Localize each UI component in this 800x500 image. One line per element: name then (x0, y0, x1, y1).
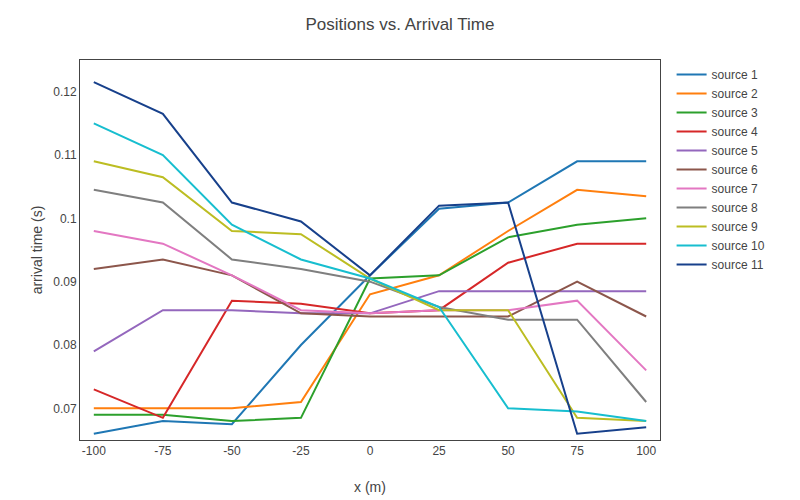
svg-text:-100: -100 (82, 444, 106, 458)
svg-text:source 6: source 6 (712, 163, 758, 177)
svg-text:source 2: source 2 (712, 87, 758, 101)
svg-text:0.08: 0.08 (53, 338, 77, 352)
svg-text:source 5: source 5 (712, 144, 758, 158)
svg-text:0.12: 0.12 (53, 85, 77, 99)
svg-text:source 7: source 7 (712, 182, 758, 196)
svg-text:source 4: source 4 (712, 125, 758, 139)
svg-text:0.07: 0.07 (53, 402, 77, 416)
svg-text:source 10: source 10 (712, 239, 765, 253)
svg-text:x (m): x (m) (354, 479, 386, 495)
svg-text:source 8: source 8 (712, 201, 758, 215)
svg-text:source 3: source 3 (712, 106, 758, 120)
svg-text:Positions vs. Arrival Time: Positions vs. Arrival Time (306, 15, 495, 34)
svg-text:50: 50 (501, 444, 515, 458)
svg-text:0.11: 0.11 (54, 148, 77, 162)
svg-text:source 11: source 11 (712, 258, 764, 272)
svg-text:-50: -50 (223, 444, 241, 458)
svg-text:0.1: 0.1 (60, 212, 77, 226)
svg-text:source 9: source 9 (712, 220, 758, 234)
svg-text:-25: -25 (292, 444, 310, 458)
svg-text:75: 75 (570, 444, 584, 458)
svg-text:source 1: source 1 (712, 68, 758, 82)
svg-text:-75: -75 (154, 444, 172, 458)
svg-text:0: 0 (367, 444, 374, 458)
svg-text:25: 25 (432, 444, 446, 458)
svg-text:arrival time (s): arrival time (s) (29, 206, 45, 295)
svg-text:0.09: 0.09 (53, 275, 77, 289)
svg-text:100: 100 (636, 444, 656, 458)
